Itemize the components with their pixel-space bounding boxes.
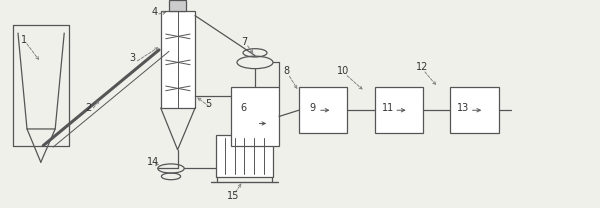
Text: 10: 10 xyxy=(337,66,349,76)
Text: 15: 15 xyxy=(227,191,239,201)
Text: 2: 2 xyxy=(86,103,92,113)
Text: 1: 1 xyxy=(21,35,27,45)
Text: 14: 14 xyxy=(147,157,159,167)
Text: 5: 5 xyxy=(206,99,212,109)
Bar xyxy=(299,87,347,133)
Text: 6: 6 xyxy=(240,103,246,113)
Text: 9: 9 xyxy=(309,103,315,113)
Text: 8: 8 xyxy=(284,66,290,76)
Text: 7: 7 xyxy=(242,37,248,47)
Text: 13: 13 xyxy=(457,103,469,113)
Bar xyxy=(169,0,186,11)
Bar xyxy=(450,87,499,133)
Text: 12: 12 xyxy=(416,62,428,72)
Bar xyxy=(161,11,195,108)
Bar xyxy=(375,87,423,133)
Text: 3: 3 xyxy=(129,53,135,63)
Text: 11: 11 xyxy=(382,103,394,113)
Bar xyxy=(216,135,273,177)
Bar xyxy=(231,87,279,146)
Text: 4: 4 xyxy=(152,7,158,17)
